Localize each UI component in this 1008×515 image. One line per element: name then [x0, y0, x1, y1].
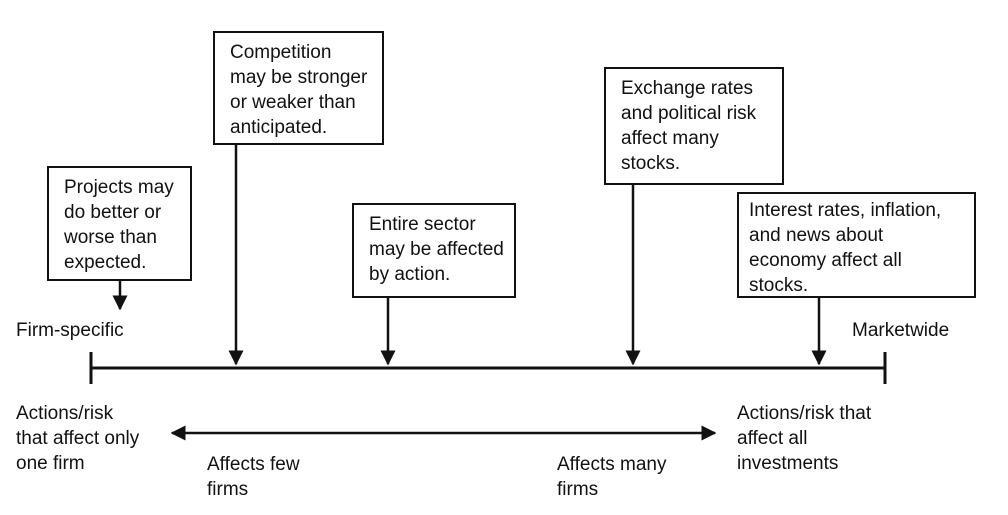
label-bottom-left-line: one firm	[16, 453, 85, 474]
box-competition-line: anticipated.	[230, 117, 328, 138]
box-interest-line: economy affect all	[749, 250, 902, 271]
label-affects-many-line: Affects many	[557, 454, 667, 475]
label-bottom-right-line: Actions/risk that	[737, 403, 872, 424]
box-exchange-line: stocks.	[621, 153, 681, 174]
box-competition-line: or weaker than	[230, 92, 356, 113]
label-affects-few-line: firms	[207, 479, 249, 500]
box-interest: Interest rates, inflation, and news abou…	[737, 192, 976, 298]
box-sector-line: by action.	[369, 264, 451, 285]
label-affects-many: Affects many firms	[557, 452, 666, 502]
box-exchange-line: affect many	[621, 128, 719, 149]
box-projects: Projects may do better or worse than exp…	[47, 166, 192, 281]
box-exchange: Exchange rates and political risk affect…	[604, 67, 784, 185]
box-interest-line: and news about	[749, 225, 884, 246]
box-interest-line: stocks.	[749, 275, 809, 296]
label-affects-few-line: Affects few	[207, 454, 300, 475]
box-competition-line: may be stronger	[230, 67, 368, 88]
box-exchange-line: and political risk	[621, 103, 757, 124]
box-exchange-line: Exchange rates	[621, 78, 754, 99]
label-bottom-left-line: Actions/risk	[16, 403, 114, 424]
box-sector-line: Entire sector	[369, 214, 476, 235]
box-sector: Entire sector may be affected by action.	[352, 203, 516, 298]
box-sector-line: may be affected	[369, 239, 504, 260]
box-projects-line: Projects may	[64, 177, 174, 198]
box-competition-line: Competition	[230, 42, 332, 63]
label-bottom-right-line: affect all	[737, 428, 808, 449]
label-bottom-left: Actions/risk that affect only one firm	[16, 401, 139, 476]
box-projects-line: expected.	[64, 252, 147, 273]
box-projects-line: do better or	[64, 202, 162, 223]
box-interest-line: Interest rates, inflation,	[749, 200, 942, 221]
label-affects-many-line: firms	[557, 479, 599, 500]
label-marketwide: Marketwide	[852, 320, 950, 341]
label-firm-specific: Firm-specific	[16, 320, 124, 341]
label-bottom-right: Actions/risk that affect all investments	[737, 401, 871, 476]
box-projects-line: worse than	[64, 227, 157, 248]
label-affects-few: Affects few firms	[207, 452, 300, 502]
label-bottom-right-line: investments	[737, 453, 839, 474]
label-bottom-left-line: that affect only	[16, 428, 140, 449]
box-competition: Competition may be stronger or weaker th…	[213, 31, 384, 145]
